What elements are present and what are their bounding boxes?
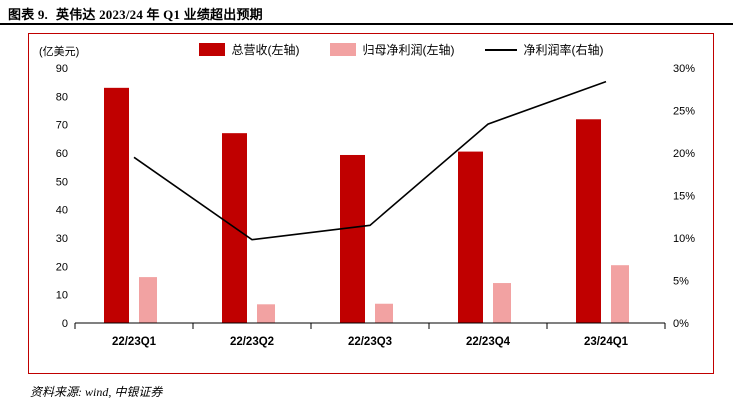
legend-line-marker [484, 48, 517, 51]
category-label: 22/23Q4 [466, 336, 511, 348]
net-profit-bar [493, 283, 511, 323]
left-axis-tick-label: 40 [56, 205, 68, 217]
legend-label: 净利润率(右轴) [523, 43, 604, 57]
bar-line-chart: 0 10 20 30 40 50 60 70 80 90 0% 5% 10% 15% 20% 25% 30% 22… [56, 63, 695, 348]
figure-title: 图表 9. 英伟达 2023/24 年 Q1 业绩超出预期 [8, 4, 263, 23]
left-axis-tick-label: 50 [56, 176, 68, 188]
left-axis-tick-label: 90 [56, 63, 68, 75]
left-axis-tick-label: 60 [56, 148, 68, 160]
net-profit-bar [139, 277, 157, 323]
figure-title-text: 英伟达 2023/24 年 Q1 业绩超出预期 [56, 7, 263, 22]
figure-number: 图表 9. [8, 7, 49, 22]
right-axis-tick-label: 20% [673, 148, 695, 160]
legend-color-swatch [198, 43, 225, 56]
right-axis-tick-label: 25% [673, 106, 695, 118]
net-profit-bar [611, 265, 629, 323]
title-underline [0, 23, 733, 25]
revenue-bar [576, 119, 601, 324]
right-axis-tick-label: 15% [673, 191, 695, 203]
right-axis-tick-label: 0% [673, 318, 689, 330]
chart-container: (亿美元) 总营收(左轴) 归母净利润(左轴) 净利润率(右轴) 0 10 20 30 40… [28, 33, 714, 374]
legend-item: 总营收(左轴) [198, 41, 300, 58]
right-axis-tick-label: 10% [673, 233, 695, 245]
net-profit-bar [375, 303, 393, 323]
left-axis-tick-label: 30 [56, 233, 68, 245]
category-label: 23/24Q1 [584, 336, 629, 348]
source-note: 资料来源: wind, 中银证券 [30, 385, 163, 399]
left-axis-tick-label: 20 [56, 261, 68, 273]
legend-item: 归母净利润(左轴) [329, 41, 455, 58]
revenue-bar [458, 151, 483, 323]
right-axis-tick-label: 5% [673, 276, 689, 288]
left-axis-tick-label: 80 [56, 91, 68, 103]
legend-color-swatch [329, 43, 356, 56]
left-axis-unit-label: (亿美元) [39, 46, 80, 58]
revenue-bar [104, 87, 129, 323]
category-label: 22/23Q1 [112, 336, 157, 348]
left-axis-tick-label: 10 [56, 290, 68, 302]
category-label: 22/23Q2 [230, 336, 274, 348]
left-axis-tick-label: 70 [56, 120, 68, 132]
legend-item: 净利润率(右轴) [484, 41, 604, 58]
net-margin-line [133, 80, 607, 241]
chart-legend: 总营收(左轴) 归母净利润(左轴) 净利润率(右轴) [99, 41, 703, 58]
left-axis-tick-label: 0 [62, 318, 68, 330]
category-label: 22/23Q3 [348, 336, 392, 348]
legend-label: 总营收(左轴) [231, 43, 300, 57]
revenue-bar [340, 154, 365, 323]
legend-label: 归母净利润(左轴) [362, 43, 455, 57]
net-profit-bar [257, 304, 275, 323]
right-axis-tick-label: 30% [673, 63, 695, 75]
